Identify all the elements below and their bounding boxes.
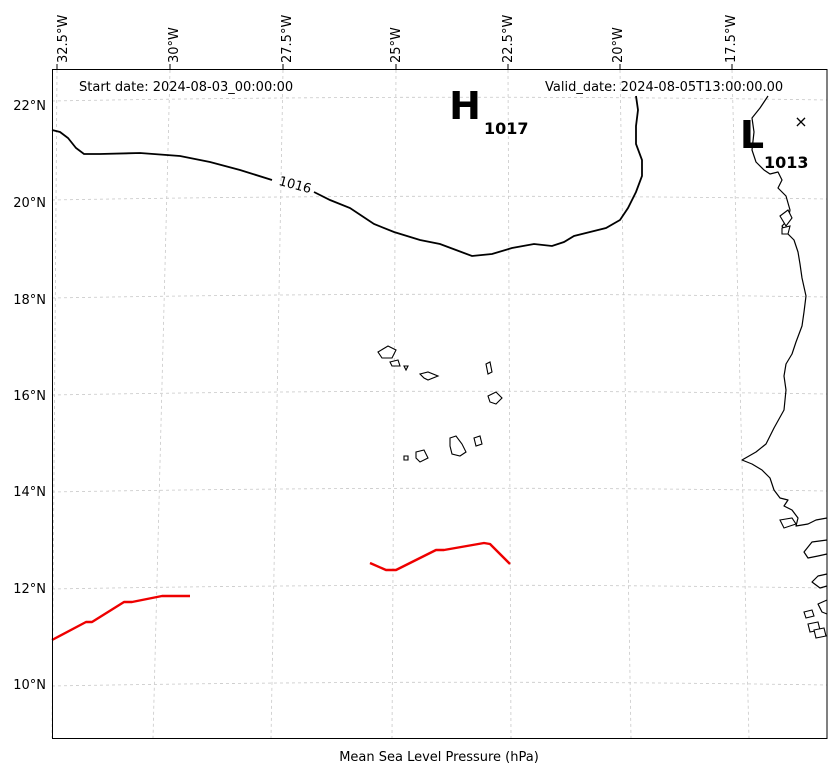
valid-date-label: Valid_date: 2024-08-05T13:00:00.00 [545,80,783,95]
lon-label: 25°W [389,27,404,63]
longitude-labels: 32.5°W 30°W 27.5°W 25°W 22.5°W 20°W 17.5… [56,15,739,63]
lon-label: 32.5°W [56,15,71,63]
low-pressure-value: 1013 [764,153,809,172]
top-ticks [56,64,733,69]
lon-label: 20°W [611,27,626,63]
location-marker: × [794,112,807,131]
lat-label: 22°N [13,99,46,114]
low-pressure-center: L 1013 [740,113,809,172]
fronts [51,541,511,642]
lat-label: 20°N [13,196,46,211]
isobar-1016-label: 1016 [277,174,313,197]
start-date-label: Start date: 2024-08-03_00:00:00 [79,80,293,95]
lat-label: 10°N [13,678,46,693]
graticule [51,69,828,739]
lat-label: 18°N [13,293,46,308]
cape-verde-islands [377,345,503,463]
african-coastline [741,95,828,639]
front-west [51,594,190,642]
lat-label: 16°N [13,389,46,404]
front-center [369,541,511,572]
high-pressure-center: H 1017 [449,84,528,138]
lon-label: 27.5°W [280,15,295,63]
map-xlabel: Mean Sea Level Pressure (hPa) [339,750,539,765]
isobar-1016: 1016 [51,95,643,257]
low-pressure-glyph: L [740,113,764,157]
high-pressure-glyph: H [449,84,481,128]
high-pressure-value: 1017 [484,119,529,138]
lat-label: 14°N [13,485,46,500]
lon-label: 22.5°W [501,15,516,63]
latitude-labels: 22°N 20°N 18°N 16°N 14°N 12°N 10°N [13,99,46,693]
lat-label: 12°N [13,582,46,597]
lon-label: 30°W [167,27,182,63]
map-frame [52,69,828,739]
lon-label: 17.5°W [724,15,739,63]
